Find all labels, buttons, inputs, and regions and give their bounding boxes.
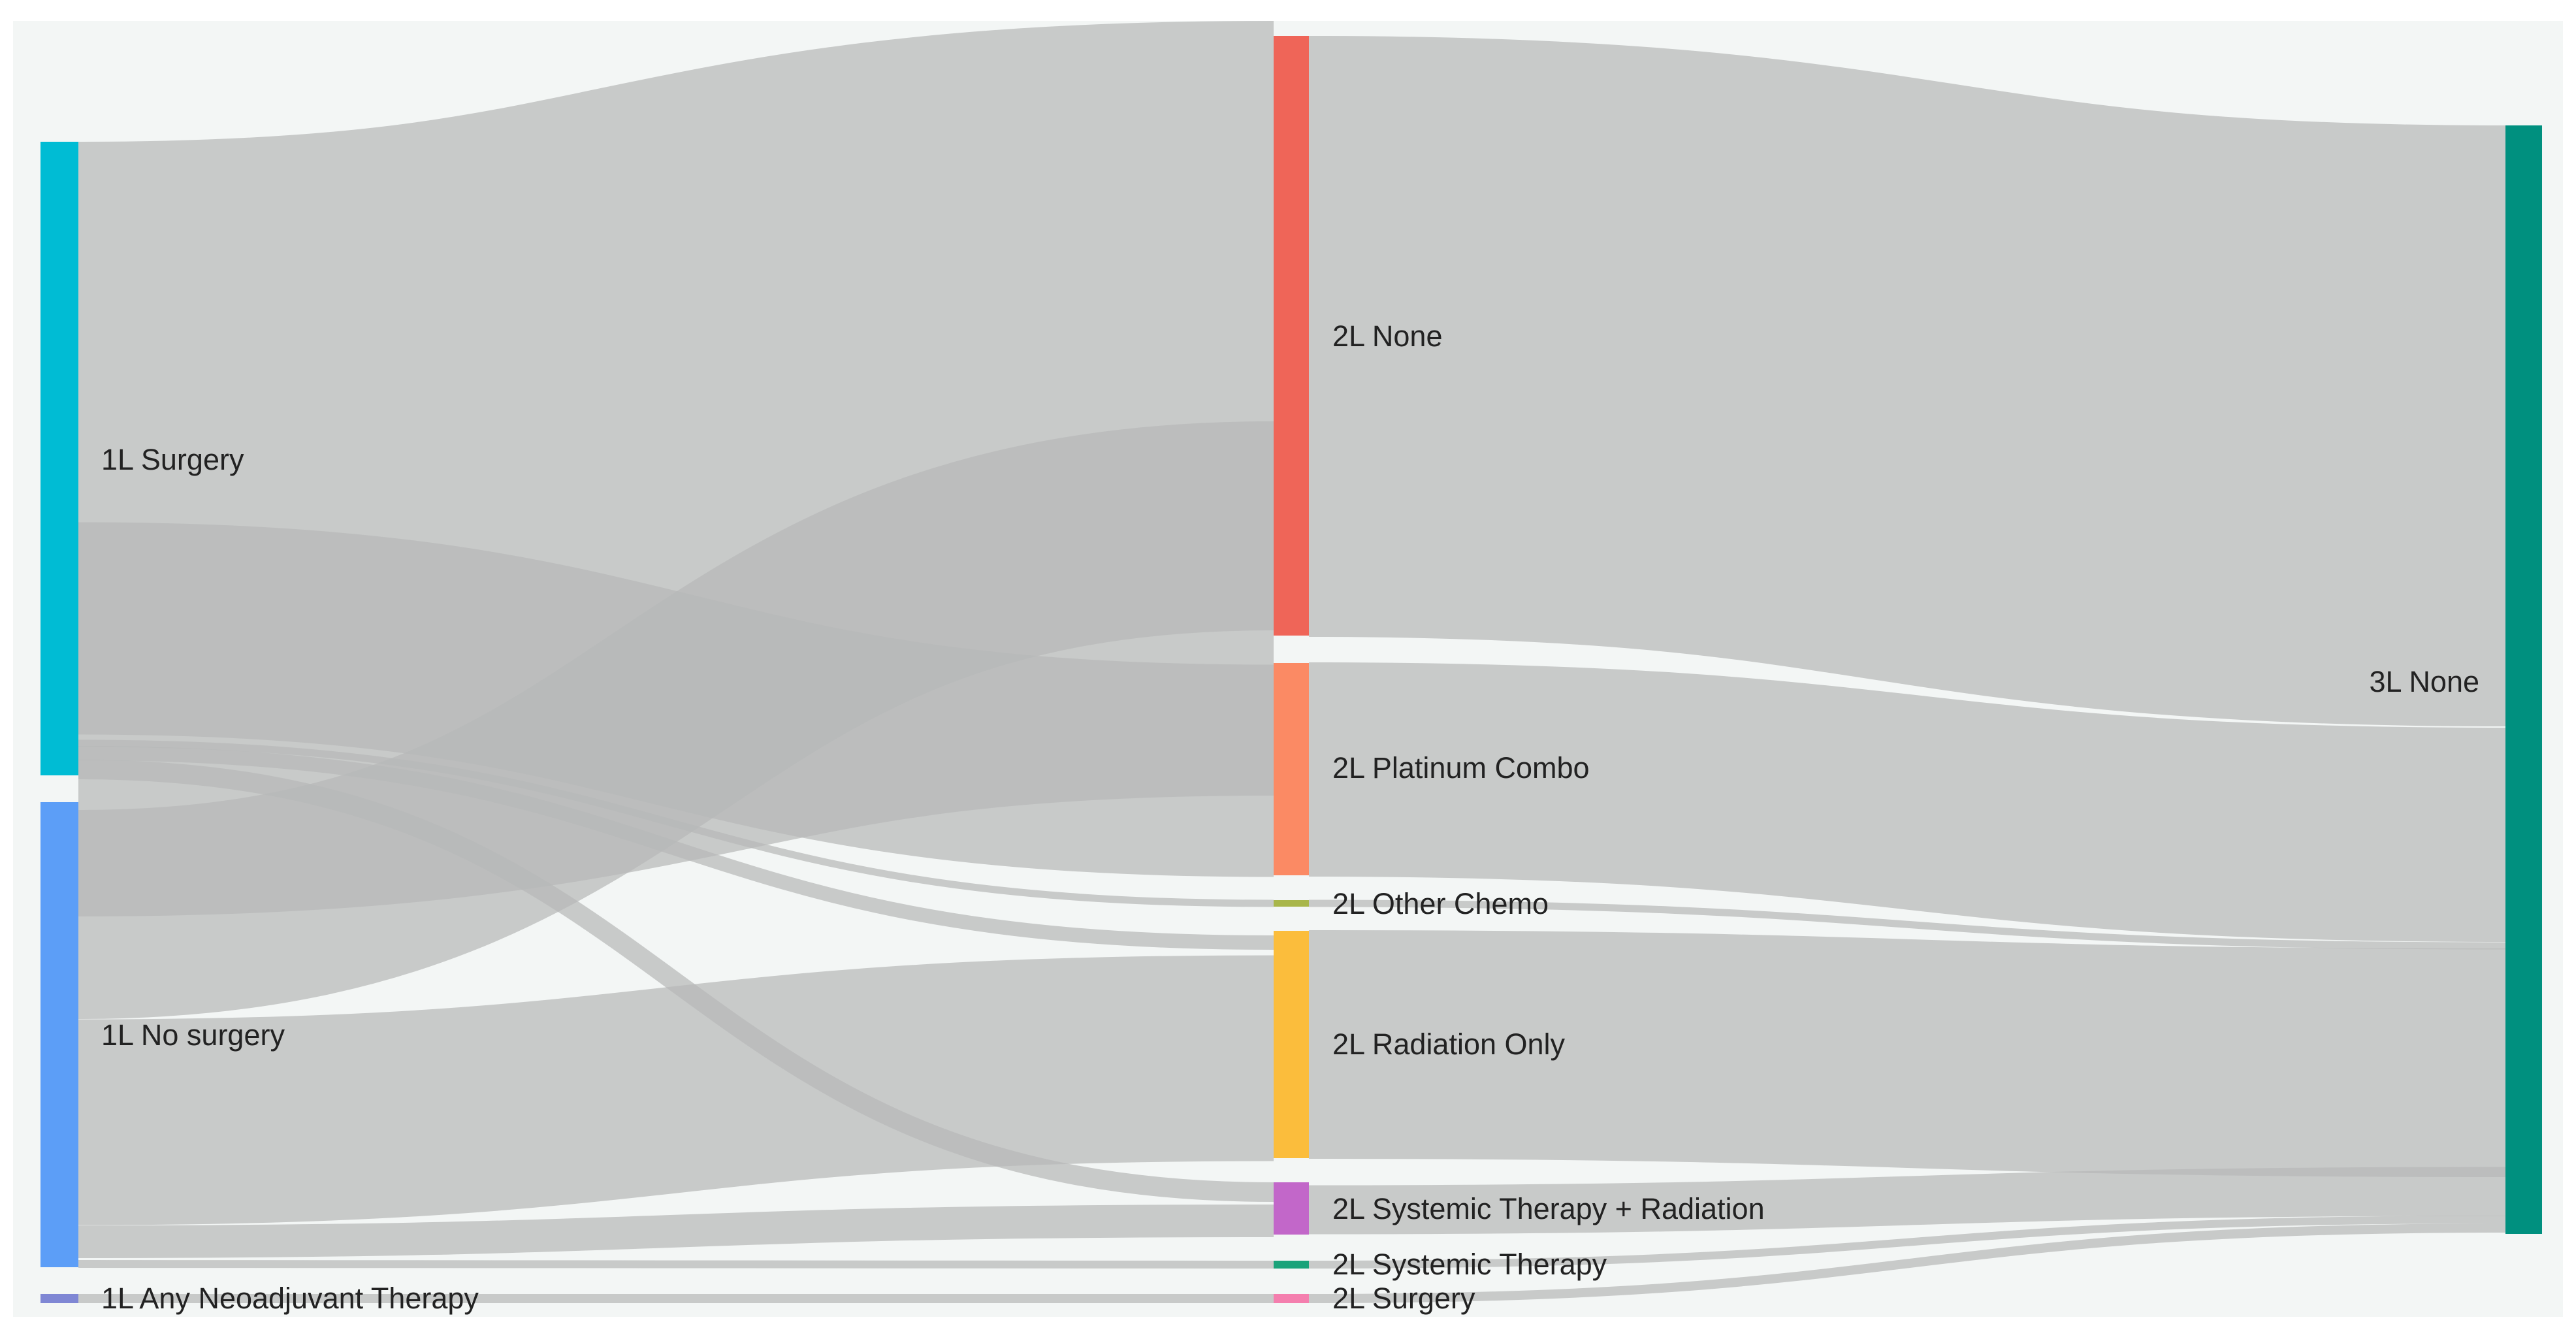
link-2l-radiation-only-to-3l-none	[1308, 930, 2506, 1177]
label-1l-surgery: 1L Surgery	[101, 443, 244, 476]
label-1l-no-surgery: 1L No surgery	[101, 1018, 285, 1052]
link-1l-no-surgery-to-2l-systemic-therapy-radiation	[78, 1205, 1274, 1258]
label-2l-other-chemo: 2L Other Chemo	[1332, 887, 1549, 920]
node-2l-other-chemo	[1274, 900, 1309, 907]
node-1l-any-neoadjuvant-therapy	[40, 1294, 78, 1303]
node-2l-platinum-combo	[1274, 663, 1309, 875]
link-2l-platinum-combo-to-3l-none	[1308, 662, 2506, 942]
node-1l-surgery	[40, 142, 78, 775]
link-1l-surgery-to-2l-other-chemo	[78, 739, 1274, 907]
link-1l-surgery-to-2l-platinum-combo	[78, 522, 1274, 877]
label-3l-none: 3L None	[2370, 665, 2479, 698]
link-2l-systemic-therapy-to-3l-none	[1308, 1216, 2506, 1269]
link-1l-no-surgery-to-2l-systemic-therapy	[78, 1260, 1274, 1269]
label-1l-any-neoadjuvant-therapy: 1L Any Neoadjuvant Therapy	[101, 1282, 479, 1315]
link-2l-none-to-3l-none	[1308, 36, 2506, 726]
link-1l-no-surgery-to-2l-radiation-only	[78, 955, 1274, 1225]
nodes	[40, 36, 2542, 1303]
node-2l-none	[1274, 36, 1309, 636]
label-2l-radiation-only: 2L Radiation Only	[1332, 1027, 1566, 1061]
label-2l-systemic-therapy-radiation: 2L Systemic Therapy + Radiation	[1332, 1192, 1765, 1225]
link-2l-systemic-therapy-radiation-to-3l-none	[1308, 1167, 2506, 1235]
link-2l-other-chemo-to-3l-none	[1308, 899, 2506, 950]
link-1l-surgery-to-2l-none	[78, 21, 1274, 916]
link-2l-surgery-to-3l-none	[1308, 1223, 2506, 1303]
label-2l-platinum-combo: 2L Platinum Combo	[1332, 751, 1590, 785]
node-2l-radiation-only	[1274, 931, 1309, 1158]
node-labels: 1L Surgery 1L No surgery 1L Any Neoadjuv…	[101, 319, 2479, 1315]
node-3l-none	[2505, 125, 2542, 1234]
flow-links	[78, 21, 2506, 1304]
node-1l-no-surgery	[40, 802, 78, 1267]
link-1l-surgery-to-2l-radiation-only	[78, 746, 1274, 950]
label-2l-none: 2L None	[1332, 319, 1442, 353]
node-2l-systemic-therapy	[1274, 1261, 1309, 1269]
node-2l-systemic-therapy-radiation	[1274, 1182, 1309, 1235]
label-2l-surgery: 2L Surgery	[1332, 1282, 1475, 1315]
label-2l-systemic-therapy: 2L Systemic Therapy	[1332, 1248, 1607, 1281]
node-2l-surgery	[1274, 1294, 1309, 1303]
